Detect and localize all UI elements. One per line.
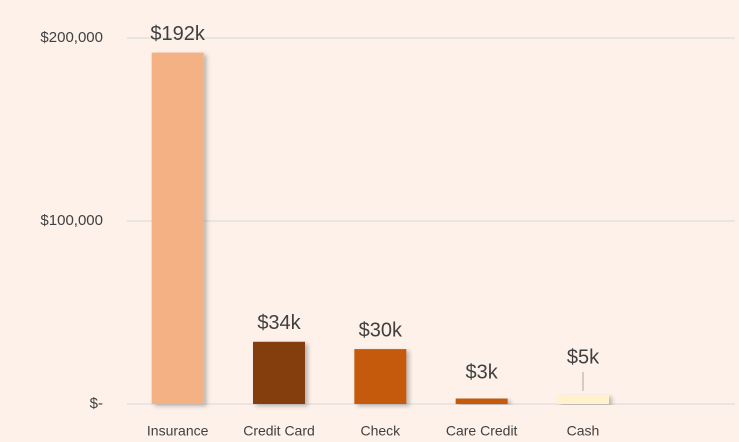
y-tick-label: $100,000 xyxy=(40,212,103,229)
bar xyxy=(253,341,305,404)
value-label: $3k xyxy=(466,361,499,383)
x-tick-label: Insurance xyxy=(147,423,209,439)
value-label: $192k xyxy=(150,23,205,45)
value-label: $5k xyxy=(567,346,600,368)
bar xyxy=(151,52,204,404)
bar xyxy=(557,394,609,404)
x-tick-label: Care Credit xyxy=(446,423,518,439)
x-tick-label: Cash xyxy=(567,423,600,439)
value-label: $30k xyxy=(359,319,403,341)
value-label: $34k xyxy=(257,312,301,334)
bar xyxy=(354,349,407,404)
y-tick-label: $200,000 xyxy=(40,29,103,46)
bar xyxy=(455,398,508,404)
x-tick-label: Check xyxy=(360,423,401,439)
y-tick-label: $- xyxy=(90,395,103,412)
x-tick-label: Credit Card xyxy=(243,423,315,439)
